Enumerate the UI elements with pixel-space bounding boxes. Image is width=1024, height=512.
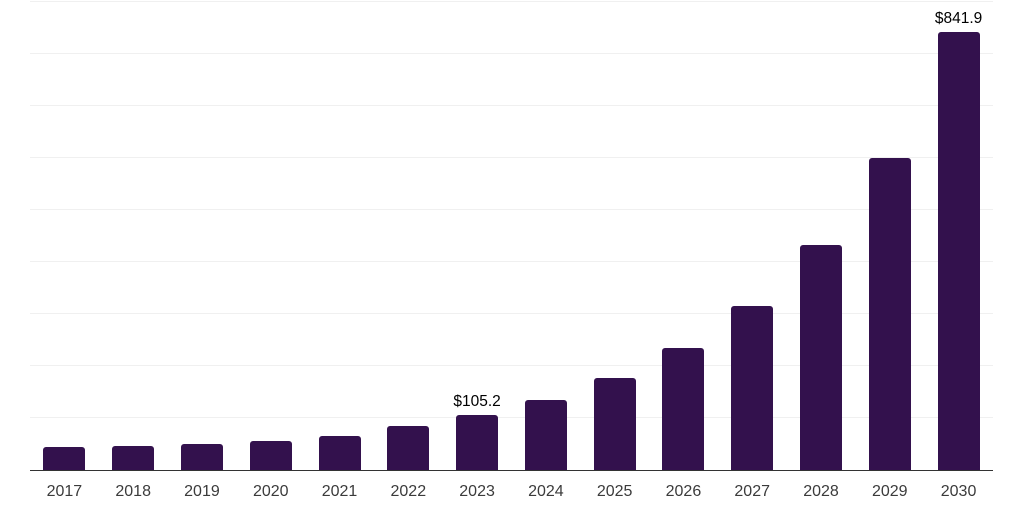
x-tick-label: 2018 bbox=[115, 483, 151, 500]
x-tick-label: 2028 bbox=[803, 483, 839, 500]
bar-2018[interactable] bbox=[112, 445, 155, 470]
bar-slot bbox=[855, 2, 924, 470]
x-tick-label: 2023 bbox=[459, 483, 495, 500]
bar-slot bbox=[374, 2, 443, 470]
x-axis-labels: 2017 2018 2019 2020 2021 2022 2023 2024 2025 2026… bbox=[30, 480, 993, 504]
x-tick-label: 2019 bbox=[184, 483, 220, 500]
bar-2030[interactable] bbox=[937, 32, 980, 470]
plot-area: $105.2 $841.9 bbox=[30, 1, 993, 471]
bar-slot bbox=[649, 2, 718, 470]
bar-2022[interactable] bbox=[387, 426, 430, 470]
x-tick-label: 2022 bbox=[390, 483, 427, 500]
x-tick-label: 2017 bbox=[46, 483, 83, 500]
x-tick-label: 2027 bbox=[734, 483, 770, 500]
bar-slot bbox=[580, 2, 649, 470]
bar-slot bbox=[511, 2, 580, 470]
x-tick-label: 2021 bbox=[321, 483, 358, 500]
x-tick-label: 2030 bbox=[940, 483, 977, 500]
bar-slot bbox=[30, 2, 99, 470]
bar-2020[interactable] bbox=[249, 440, 292, 470]
bar-2026[interactable] bbox=[662, 347, 705, 470]
x-tick-label: 2029 bbox=[871, 483, 908, 500]
bar-2029[interactable] bbox=[868, 158, 911, 470]
bar-slot bbox=[99, 2, 168, 470]
x-tick-label: 2025 bbox=[596, 483, 633, 500]
x-tick-label: 2020 bbox=[252, 483, 289, 500]
bar-2028[interactable] bbox=[799, 245, 842, 470]
bar-slot bbox=[718, 2, 787, 470]
bar-slot: $841.9 bbox=[924, 2, 993, 470]
bar-2027[interactable] bbox=[731, 305, 774, 470]
bar-value-label: $105.2 bbox=[453, 392, 501, 410]
bar-2025[interactable] bbox=[593, 378, 636, 470]
bar-value-label: $841.9 bbox=[934, 9, 983, 27]
bar-slot bbox=[787, 2, 856, 470]
bar-2017[interactable] bbox=[43, 446, 86, 470]
bar-slot bbox=[305, 2, 374, 470]
bar-slot: $105.2 bbox=[443, 2, 512, 470]
bar-slot bbox=[236, 2, 305, 470]
bar-2021[interactable] bbox=[318, 435, 361, 470]
bar-2023[interactable] bbox=[456, 415, 499, 470]
x-tick-label: 2024 bbox=[528, 483, 564, 500]
bar-2024[interactable] bbox=[524, 400, 567, 470]
bar-2019[interactable] bbox=[180, 443, 223, 470]
bar-slot bbox=[168, 2, 237, 470]
x-tick-label: 2026 bbox=[665, 483, 702, 500]
